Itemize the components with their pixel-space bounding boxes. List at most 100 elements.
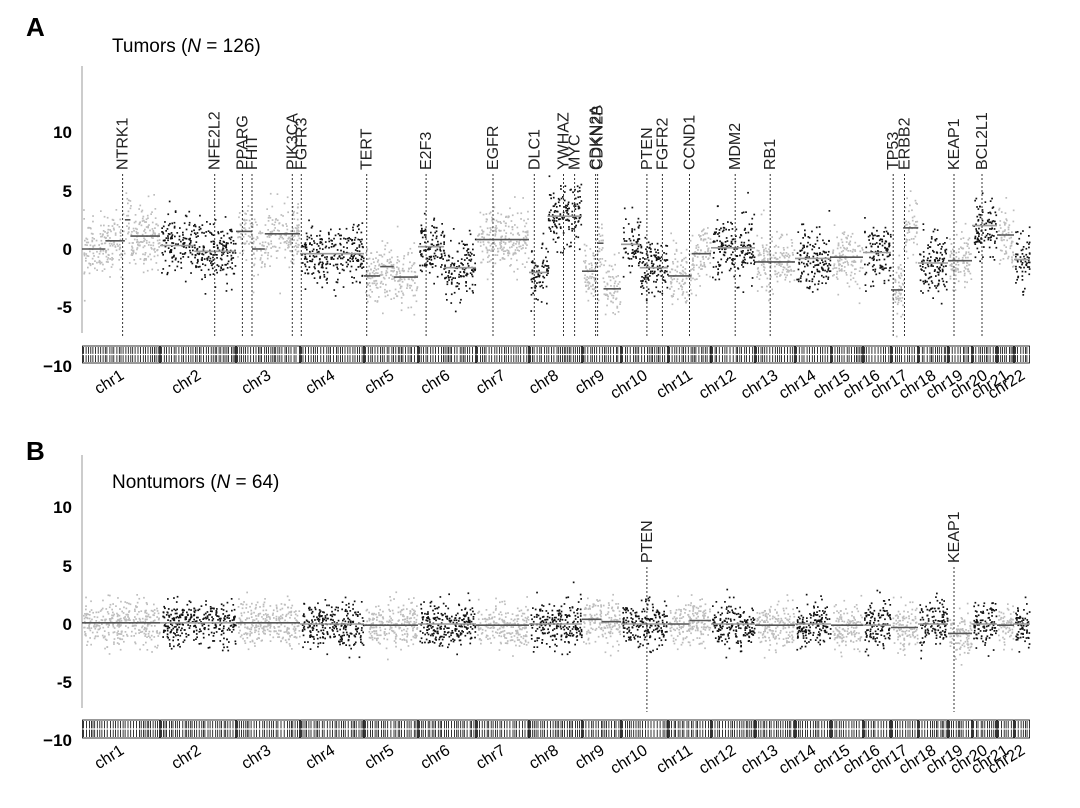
data-point bbox=[111, 263, 114, 266]
data-point bbox=[171, 237, 173, 240]
chromosome-label: chr13 bbox=[738, 367, 781, 403]
data-point bbox=[375, 286, 378, 289]
data-point bbox=[686, 299, 688, 302]
data-point bbox=[538, 281, 541, 284]
data-point bbox=[154, 234, 156, 236]
probe-track-chr5 bbox=[364, 345, 418, 364]
data-point bbox=[638, 238, 641, 240]
data-point bbox=[776, 258, 779, 260]
data-point bbox=[205, 617, 208, 620]
data-point bbox=[890, 235, 892, 238]
data-point bbox=[995, 237, 998, 240]
data-point bbox=[756, 249, 759, 252]
data-point bbox=[601, 247, 604, 249]
data-point bbox=[486, 218, 488, 221]
data-point bbox=[827, 276, 830, 279]
data-point bbox=[460, 298, 462, 301]
data-point bbox=[595, 263, 598, 266]
data-point bbox=[212, 640, 214, 642]
data-point bbox=[816, 236, 819, 239]
data-point bbox=[100, 261, 103, 264]
data-point bbox=[309, 255, 311, 258]
data-point bbox=[220, 603, 223, 606]
data-point bbox=[143, 219, 145, 222]
data-point bbox=[749, 244, 751, 247]
data-point bbox=[444, 264, 446, 267]
data-point bbox=[819, 252, 821, 254]
data-point bbox=[814, 272, 816, 275]
data-point bbox=[761, 259, 763, 262]
data-point bbox=[536, 270, 538, 273]
data-point bbox=[603, 264, 605, 267]
data-point bbox=[556, 217, 558, 219]
data-point bbox=[1003, 244, 1006, 247]
data-point bbox=[191, 246, 194, 248]
data-point bbox=[925, 274, 927, 276]
data-point bbox=[685, 272, 687, 275]
data-point bbox=[999, 259, 1002, 261]
data-point bbox=[133, 230, 135, 232]
data-point bbox=[847, 250, 850, 252]
data-point bbox=[832, 267, 834, 270]
data-point bbox=[981, 211, 984, 213]
data-point bbox=[351, 239, 353, 242]
data-point bbox=[222, 244, 224, 247]
data-point bbox=[158, 233, 160, 235]
data-point bbox=[100, 619, 103, 621]
data-point bbox=[720, 245, 723, 247]
data-point bbox=[350, 255, 353, 258]
data-point bbox=[674, 258, 677, 260]
data-point bbox=[471, 273, 473, 276]
data-point bbox=[361, 274, 364, 277]
data-point bbox=[83, 254, 86, 257]
data-point bbox=[141, 217, 144, 220]
data-point bbox=[356, 250, 359, 252]
data-point bbox=[91, 263, 94, 265]
data-point bbox=[204, 235, 207, 237]
data-point bbox=[828, 263, 830, 265]
data-point bbox=[233, 272, 236, 275]
data-point bbox=[444, 254, 446, 257]
data-point bbox=[253, 252, 255, 255]
data-point bbox=[939, 251, 942, 254]
data-point bbox=[554, 223, 556, 226]
data-point bbox=[171, 234, 174, 236]
data-point bbox=[458, 273, 460, 276]
data-point bbox=[182, 256, 185, 258]
data-point bbox=[458, 242, 461, 245]
data-point bbox=[330, 257, 333, 260]
data-point bbox=[303, 258, 306, 260]
data-point bbox=[143, 258, 146, 260]
data-point bbox=[531, 261, 534, 264]
data-point bbox=[692, 269, 695, 271]
data-point bbox=[516, 226, 519, 229]
data-point bbox=[600, 263, 603, 266]
data-point bbox=[511, 244, 514, 246]
data-point bbox=[508, 215, 510, 218]
data-point bbox=[112, 258, 114, 260]
data-point bbox=[851, 251, 854, 253]
data-point bbox=[113, 641, 115, 644]
data-point bbox=[125, 618, 127, 621]
data-point bbox=[346, 265, 348, 268]
data-point bbox=[784, 254, 787, 257]
data-point bbox=[913, 241, 915, 244]
data-point bbox=[936, 251, 938, 254]
data-point bbox=[110, 618, 112, 620]
data-point bbox=[695, 245, 698, 247]
data-point bbox=[266, 245, 268, 248]
data-point bbox=[336, 249, 339, 251]
data-point bbox=[454, 310, 457, 313]
data-point bbox=[152, 241, 155, 244]
data-point bbox=[546, 274, 548, 276]
data-point bbox=[290, 250, 292, 252]
data-point bbox=[296, 212, 299, 214]
data-point bbox=[97, 628, 100, 631]
data-points-chr11 bbox=[669, 227, 712, 306]
data-point bbox=[440, 256, 443, 259]
data-point bbox=[336, 263, 339, 266]
data-point bbox=[571, 227, 573, 230]
data-point bbox=[503, 220, 505, 223]
data-point bbox=[146, 269, 149, 272]
data-point bbox=[153, 603, 155, 606]
